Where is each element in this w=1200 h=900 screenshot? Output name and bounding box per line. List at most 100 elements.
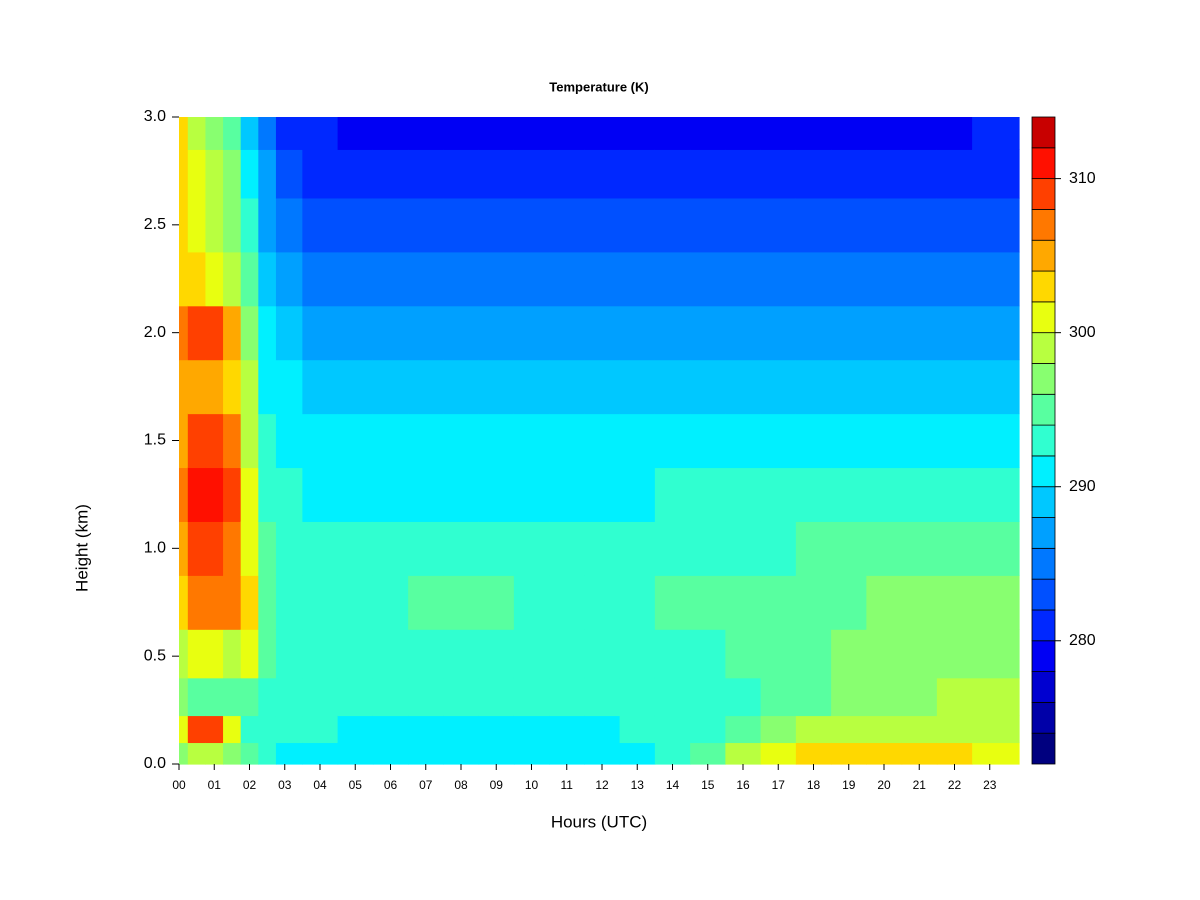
colorbar-bin: [1031, 239, 1056, 272]
heat-cell: [760, 521, 797, 576]
heat-cell: [866, 149, 903, 199]
heat-cell: [443, 359, 480, 415]
heat-cell: [654, 413, 691, 469]
heat-cell: [205, 117, 224, 150]
heat-cell: [584, 305, 621, 361]
heat-cell: [549, 742, 585, 765]
heat-cell: [725, 359, 762, 415]
heat-cell: [302, 575, 339, 630]
heat-cell: [337, 742, 374, 765]
x-tick-label: 14: [666, 778, 680, 792]
heat-cell: [760, 677, 797, 717]
colorbar-bin: [1031, 332, 1056, 364]
heat-cell: [223, 149, 242, 199]
colorbar-bin: [1031, 732, 1056, 765]
y-tick-label: 2.0: [144, 324, 166, 341]
heat-cell: [725, 117, 762, 150]
heat-cell: [258, 575, 277, 630]
heat-cell: [408, 521, 444, 576]
colorbar-tick-label: 280: [1069, 632, 1096, 649]
heat-cell: [901, 149, 938, 199]
heat-cell: [223, 413, 242, 469]
heat-cell: [972, 413, 1020, 469]
x-tick-label: 22: [948, 778, 962, 792]
heat-cell: [584, 149, 621, 199]
heat-cell: [275, 715, 303, 744]
heat-cell: [619, 251, 656, 307]
heat-cell: [936, 467, 973, 522]
heat-cell: [223, 467, 242, 522]
heat-cell: [619, 197, 656, 253]
heat-cell: [549, 575, 585, 630]
heat-cell: [187, 251, 207, 307]
heat-cell: [302, 715, 339, 744]
heat-cell: [240, 251, 259, 307]
heat-cell: [619, 629, 656, 679]
colorbar-bin: [1031, 270, 1056, 303]
heat-cell: [831, 197, 867, 253]
heat-cell: [760, 413, 797, 469]
heat-cell: [690, 742, 726, 765]
x-tick-label: 00: [172, 778, 186, 792]
heat-cell: [866, 677, 903, 717]
heat-cell: [901, 629, 938, 679]
heat-cell: [619, 305, 656, 361]
heat-cell: [690, 251, 726, 307]
heat-cell: [372, 575, 409, 630]
heat-cell: [654, 629, 691, 679]
heat-cell: [513, 359, 550, 415]
heat-cell: [372, 742, 409, 765]
heat-cell: [179, 413, 189, 469]
heat-cell: [187, 149, 207, 199]
heat-cell: [795, 742, 832, 765]
heat-cell: [619, 715, 656, 744]
heat-cell: [831, 251, 867, 307]
y-tick-label: 0.0: [144, 755, 166, 772]
heat-cell: [654, 742, 691, 765]
heat-cell: [584, 117, 621, 150]
heat-cell: [549, 467, 585, 522]
heat-cell: [223, 521, 242, 576]
heat-cell: [619, 677, 656, 717]
heat-cell: [725, 575, 762, 630]
heat-cell: [901, 467, 938, 522]
heat-cell: [179, 677, 189, 717]
heat-cell: [513, 149, 550, 199]
heat-cell: [372, 677, 409, 717]
heat-cell: [760, 117, 797, 150]
heat-cell: [866, 359, 903, 415]
x-tick-label: 01: [208, 778, 222, 792]
heat-cell: [831, 149, 867, 199]
heat-cell: [240, 742, 259, 765]
heat-cell: [240, 715, 259, 744]
heat-cell: [654, 149, 691, 199]
heat-cell: [478, 715, 515, 744]
heat-cell: [690, 359, 726, 415]
heat-cell: [725, 467, 762, 522]
heat-cell: [372, 629, 409, 679]
heat-cell: [408, 197, 444, 253]
heat-cell: [240, 677, 259, 717]
heat-cell: [408, 629, 444, 679]
heat-cell: [275, 117, 303, 150]
heat-cell: [901, 117, 938, 150]
heat-cell: [337, 197, 374, 253]
heat-cell: [549, 305, 585, 361]
heat-cell: [179, 575, 189, 630]
heat-cell: [795, 149, 832, 199]
heat-cell: [760, 149, 797, 199]
heat-cell: [240, 467, 259, 522]
colorbar-bin: [1031, 701, 1056, 734]
heat-cell: [760, 629, 797, 679]
heat-cell: [372, 413, 409, 469]
heat-cell: [179, 359, 189, 415]
heat-cell: [690, 677, 726, 717]
heat-cell: [337, 117, 374, 150]
y-tick-label: 2.5: [144, 216, 166, 233]
heat-cell: [337, 251, 374, 307]
heat-cell: [549, 677, 585, 717]
heat-cell: [478, 467, 515, 522]
heat-cell: [205, 197, 224, 253]
heat-cell: [205, 251, 224, 307]
heat-cell: [513, 117, 550, 150]
